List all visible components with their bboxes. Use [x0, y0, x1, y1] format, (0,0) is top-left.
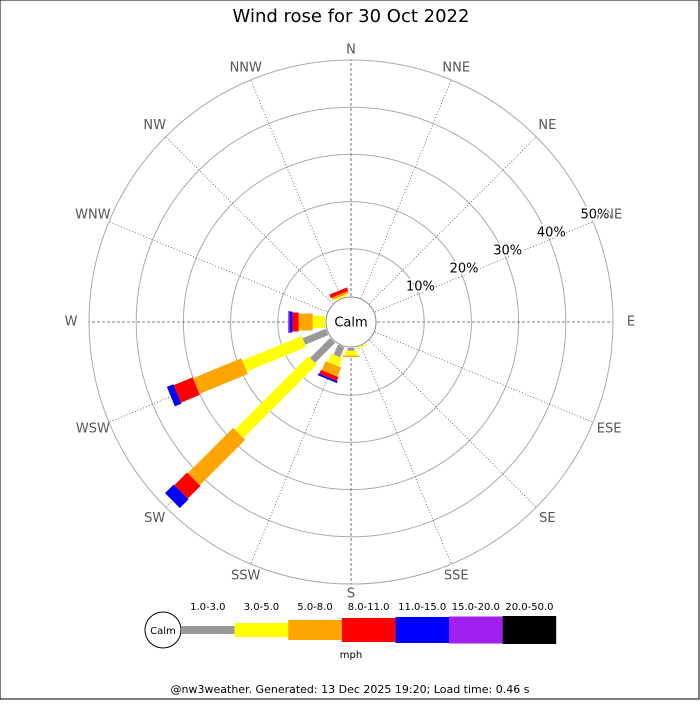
wind-bar: [317, 373, 338, 384]
direction-label: SSW: [231, 569, 261, 584]
r-tick-label: 40%: [537, 226, 566, 241]
legend-swatch: [502, 616, 557, 644]
spoke: [360, 345, 452, 565]
wind-bar: [355, 343, 368, 350]
wind-bar: [187, 427, 246, 486]
direction-label: NW: [143, 118, 166, 133]
legend-swatch: [449, 616, 503, 644]
wind-bar: [321, 361, 342, 377]
direction-label: S: [347, 587, 355, 602]
wind-bar: [164, 484, 189, 509]
grid-ring: [135, 106, 567, 538]
direction-label: WSW: [76, 421, 110, 436]
spoke: [165, 136, 333, 304]
legend-swatch: [234, 623, 289, 637]
spoke: [369, 136, 537, 304]
legend-label: 8.0-11.0: [348, 602, 390, 613]
footer: @nw3weather. Generated: 13 Dec 2025 19:2…: [171, 683, 530, 696]
wind-bar: [302, 328, 329, 345]
direction-label: NNE: [442, 60, 470, 75]
legend-swatch: [181, 626, 235, 634]
wind-bar: [310, 337, 336, 363]
legend-label: 15.0-20.0: [452, 602, 500, 613]
direction-label: NNW: [230, 60, 262, 75]
calm-circle: [325, 296, 377, 348]
direction-label: E: [627, 315, 635, 330]
wind-bar: [333, 344, 345, 358]
spoke: [108, 221, 328, 313]
wind-bar: [192, 358, 248, 394]
legend-calm-label: Calm: [150, 626, 176, 637]
legend-swatch: [341, 618, 396, 642]
direction-label: SE: [539, 511, 555, 526]
legend-label: 3.0-5.0: [244, 602, 279, 613]
chart-title: Wind rose for 30 Oct 2022: [233, 6, 470, 27]
legend-label: 11.0-15.0: [398, 602, 446, 613]
wind-bar: [174, 472, 201, 499]
wind-bar: [327, 353, 343, 367]
direction-label: SW: [144, 511, 165, 526]
spoke: [360, 79, 452, 299]
spoke: [369, 340, 537, 508]
legend-swatch: [395, 617, 449, 643]
spoke: [250, 345, 342, 565]
direction-label: ENE: [596, 208, 622, 223]
direction-label: SSE: [444, 569, 469, 584]
wind-bar: [331, 291, 349, 300]
wind-bar: [166, 384, 182, 407]
wind-bar: [329, 287, 349, 299]
legend-swatch: [288, 620, 342, 640]
legend-label: 1.0-3.0: [190, 602, 225, 613]
wind-bar: [173, 377, 200, 403]
r-tick-label: 10%: [406, 280, 435, 295]
spoke: [374, 331, 594, 423]
wind-bar: [242, 335, 307, 372]
wind-bar: [234, 356, 317, 439]
direction-label: W: [65, 315, 78, 330]
legend-label: 5.0-8.0: [297, 602, 332, 613]
direction-label: NE: [538, 118, 556, 133]
wind-bar: [334, 294, 347, 301]
legend-label: 20.0-50.0: [505, 602, 553, 613]
calm-label: Calm: [334, 316, 367, 331]
r-tick-label: 50%: [580, 207, 609, 222]
direction-label: N: [346, 43, 356, 58]
grid-ring: [230, 201, 472, 443]
r-tick-label: 20%: [450, 262, 479, 277]
legend-unit: mph: [340, 650, 362, 661]
spoke: [250, 79, 342, 299]
wind-bar: [319, 369, 339, 382]
spoke: [374, 221, 594, 313]
direction-label: WNW: [75, 208, 111, 223]
r-tick-label: 30%: [493, 244, 522, 259]
direction-label: ESE: [597, 421, 622, 436]
